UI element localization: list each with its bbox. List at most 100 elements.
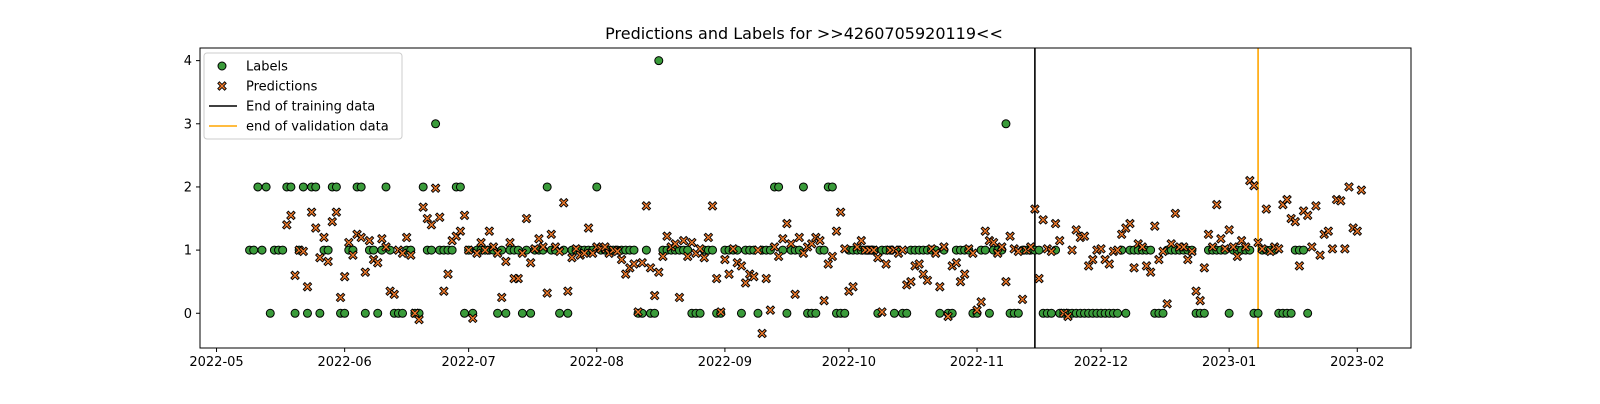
- prediction-point: [1182, 254, 1193, 265]
- y-tick-label-4: 4: [184, 54, 192, 69]
- prediction-point: [645, 262, 656, 273]
- prediction-point: [823, 259, 834, 269]
- prediction-point: [1232, 251, 1243, 262]
- prediction-point: [484, 226, 495, 236]
- label-point: [426, 245, 436, 255]
- label-point: [592, 182, 602, 192]
- prediction-point: [695, 244, 705, 254]
- prediction-point: [980, 226, 991, 236]
- label-point: [373, 308, 383, 318]
- prediction-point: [430, 183, 441, 194]
- label-point: [641, 245, 651, 255]
- legend: Labels Predictions End of training data end…: [203, 52, 403, 140]
- prediction-point: [1224, 225, 1234, 235]
- prediction-point: [848, 281, 858, 292]
- chart-title: Predictions and Labels for >>42607059201…: [605, 24, 1003, 43]
- prediction-point: [653, 267, 664, 278]
- prediction-point: [1178, 242, 1189, 252]
- prediction-point: [877, 307, 887, 317]
- y-tick-label-2: 2: [184, 180, 192, 195]
- prediction-point: [1216, 233, 1226, 244]
- prediction-point: [372, 257, 383, 268]
- prediction-point: [472, 248, 482, 259]
- prediction-point: [397, 248, 408, 259]
- legend-entry-label: Labels: [246, 60, 288, 75]
- prediction-point: [492, 248, 503, 259]
- legend-entry-label: Predictions: [246, 80, 318, 95]
- label-point: [1286, 308, 1296, 318]
- prediction-point: [749, 271, 759, 282]
- prediction-point: [1240, 242, 1251, 252]
- prediction-point: [1323, 226, 1334, 236]
- prediction-point: [463, 245, 474, 255]
- prediction-point: [331, 207, 342, 218]
- x-tick-label-2: 2022-07: [441, 355, 495, 370]
- prediction-point: [972, 305, 982, 315]
- prediction-point: [1005, 231, 1015, 242]
- label-point: [563, 308, 573, 318]
- prediction-point: [827, 251, 838, 262]
- prediction-point: [1207, 242, 1218, 252]
- label-point: [286, 182, 296, 192]
- prediction-point: [988, 237, 999, 248]
- prediction-point: [459, 210, 470, 221]
- label-point: [840, 308, 850, 318]
- x-tick-label-3: 2022-08: [570, 355, 624, 370]
- prediction-point: [418, 202, 429, 212]
- prediction-point: [1294, 261, 1305, 271]
- x-tick-label-9: 2023-02: [1330, 355, 1384, 370]
- prediction-point: [794, 232, 805, 243]
- prediction-point: [339, 271, 350, 282]
- prediction-point: [513, 273, 524, 284]
- label-point: [265, 308, 275, 318]
- prediction-point: [1311, 201, 1321, 211]
- prediction-point: [476, 237, 486, 248]
- prediction-point: [674, 292, 685, 303]
- prediction-point: [955, 276, 966, 287]
- label-point: [980, 245, 990, 255]
- prediction-point: [633, 307, 643, 317]
- label-point: [1034, 245, 1044, 255]
- label-point: [1299, 245, 1309, 255]
- label-point: [455, 182, 465, 192]
- prediction-point: [405, 250, 416, 260]
- prediction-point: [1096, 244, 1106, 254]
- label-point: [708, 245, 718, 255]
- prediction-point: [1129, 262, 1139, 273]
- prediction-point: [831, 226, 842, 236]
- prediction-point: [563, 286, 573, 296]
- prediction-point: [914, 259, 924, 269]
- prediction-point: [567, 252, 577, 263]
- prediction-point: [1125, 218, 1135, 229]
- prediction-point: [381, 242, 391, 252]
- prediction-point: [1063, 311, 1073, 322]
- prediction-point: [922, 275, 933, 286]
- label-point: [819, 245, 829, 255]
- prediction-point: [897, 245, 908, 255]
- label-point: [654, 56, 664, 66]
- label-point: [1046, 308, 1056, 318]
- label-point: [1013, 308, 1023, 318]
- prediction-point: [819, 295, 829, 306]
- prediction-point: [1046, 246, 1057, 257]
- prediction-point: [1030, 204, 1040, 214]
- prediction-point: [414, 314, 424, 325]
- prediction-point: [348, 250, 358, 260]
- prediction-point: [881, 259, 891, 269]
- label-point: [1113, 308, 1123, 318]
- x-tick-label-1: 2022-06: [317, 355, 371, 370]
- prediction-point: [389, 289, 400, 300]
- label-point: [1224, 308, 1234, 318]
- label-point: [1146, 245, 1156, 255]
- label-point: [629, 245, 639, 255]
- label-point: [381, 182, 391, 192]
- label-point: [1253, 308, 1263, 318]
- prediction-point: [1282, 194, 1292, 205]
- label-point: [431, 119, 441, 129]
- label-point: [278, 245, 288, 255]
- plot-frame: [199, 47, 1412, 349]
- prediction-point: [1158, 246, 1168, 257]
- prediction-point: [1162, 298, 1172, 309]
- label-point: [302, 308, 312, 318]
